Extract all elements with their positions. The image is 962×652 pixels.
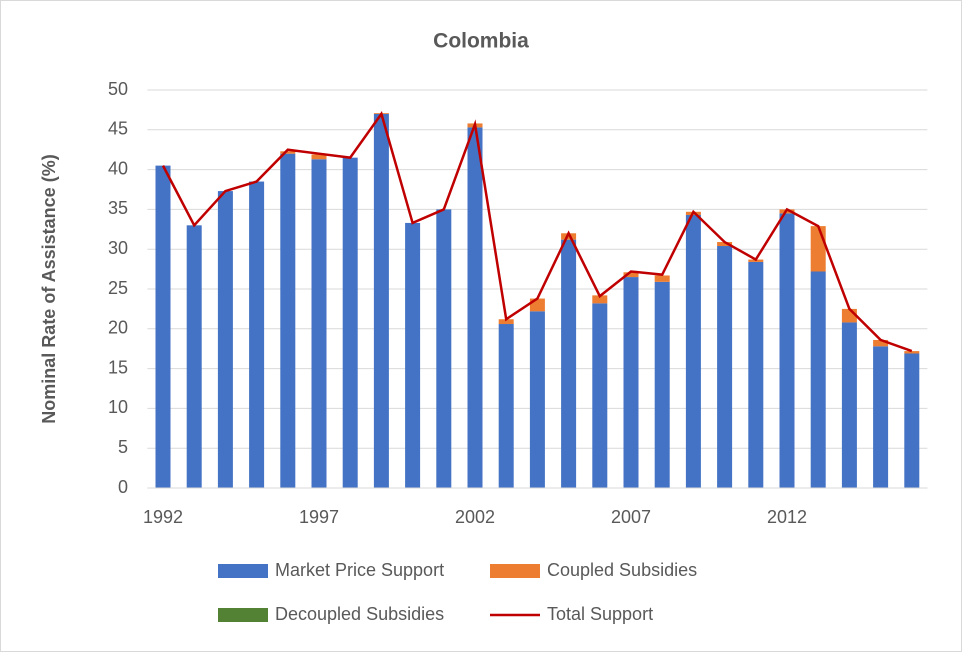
bar-segment <box>561 239 577 488</box>
bar-segment <box>810 226 826 272</box>
bar-segment <box>311 154 327 160</box>
bar-segment <box>717 242 733 247</box>
bar-segment <box>186 225 202 488</box>
x-tick-label: 1997 <box>299 507 339 527</box>
bar-segment <box>498 324 514 488</box>
legend-swatch <box>218 608 268 622</box>
legend-swatch <box>490 564 540 578</box>
bar-segment <box>373 113 389 488</box>
y-tick-label: 35 <box>108 198 128 218</box>
bar-segment <box>623 277 639 488</box>
bar-segment <box>654 281 670 488</box>
y-axis-label: Nominal Rate of Assistance (%) <box>39 154 59 423</box>
bar-segment <box>654 275 670 282</box>
bar-segment <box>342 157 358 488</box>
y-tick-label: 15 <box>108 357 128 377</box>
y-tick-label: 30 <box>108 238 128 258</box>
x-tick-label: 2007 <box>611 507 651 527</box>
bar-segment <box>280 151 296 154</box>
bar-segment <box>467 127 483 489</box>
bar-segment <box>717 246 733 488</box>
bar-segment <box>904 353 920 488</box>
bar-segment <box>592 295 608 304</box>
bar-segment <box>779 213 795 488</box>
legend-label: Decoupled Subsidies <box>275 604 444 624</box>
y-tick-label: 50 <box>108 79 128 99</box>
legend-label: Market Price Support <box>275 560 444 580</box>
bar-segment <box>873 346 889 488</box>
x-tick-label: 2002 <box>455 507 495 527</box>
x-tick-label: 2012 <box>767 507 807 527</box>
bar-segment <box>529 298 545 312</box>
x-tick-label: 1992 <box>143 507 183 527</box>
bar-segment <box>280 153 296 488</box>
y-tick-label: 20 <box>108 318 128 338</box>
bar-segment <box>155 165 171 488</box>
bar-segment <box>810 271 826 488</box>
bar-segment <box>873 339 889 347</box>
legend-label: Coupled Subsidies <box>547 560 697 580</box>
y-tick-label: 45 <box>108 119 128 139</box>
y-tick-label: 25 <box>108 278 128 298</box>
bar-segment <box>217 191 233 489</box>
bar-segment <box>436 209 452 488</box>
legend-swatch <box>218 564 268 578</box>
line-series <box>161 111 913 353</box>
y-tick-label: 5 <box>118 437 128 457</box>
legend-label: Total Support <box>547 604 653 624</box>
bar-segment <box>529 311 545 488</box>
bar-segment <box>561 233 577 240</box>
bar-segment <box>249 181 265 489</box>
bar-segment <box>904 351 920 354</box>
chart-title: Colombia <box>433 30 529 53</box>
bar-segment <box>405 222 421 488</box>
y-tick-label: 10 <box>108 397 128 417</box>
bar-segment <box>498 319 514 325</box>
y-tick-label: 40 <box>108 158 128 178</box>
bar-segment <box>685 214 701 489</box>
bar-segment <box>841 322 857 488</box>
y-tick-label: 0 <box>118 477 128 497</box>
bar-segment <box>623 272 639 278</box>
bar-segment <box>592 303 608 488</box>
bar-segment <box>311 159 327 488</box>
bar-segment <box>748 261 764 488</box>
